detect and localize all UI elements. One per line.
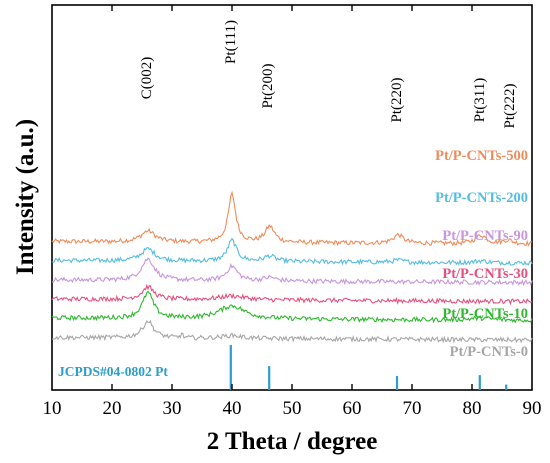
peak-label-1: Pt(111) [223, 20, 239, 64]
series-label-2: Pt/P-CNTs-90 [442, 228, 528, 244]
series-line-2 [51, 257, 533, 287]
peak-label-2: Pt(200) [260, 63, 276, 108]
series-line-4 [51, 290, 533, 324]
series-label-4: Pt/P-CNTs-10 [442, 306, 528, 322]
x-axis-title: 2 Theta / degree [207, 428, 378, 455]
x-tick-label-0: 10 [43, 398, 62, 419]
peak-label-4: Pt(311) [472, 78, 488, 122]
y-axis-title: Intensity (a.u.) [12, 119, 39, 275]
peak-label-5: Pt(222) [502, 83, 518, 128]
annotation-layer: C(002) Pt(111) Pt(200) Pt(220) Pt(311) Pt(222… [139, 20, 518, 128]
x-tick-label-1: 20 [103, 398, 122, 419]
x-tick-label-4: 50 [283, 398, 302, 419]
peak-label-3: Pt(220) [389, 77, 405, 122]
series-label-5: Pt/P-CNTs-0 [450, 344, 528, 360]
series-line-3 [51, 283, 533, 306]
x-tick-label-7: 80 [463, 398, 482, 419]
reference-layer: JCPDS#04-0802 Pt [58, 345, 508, 390]
series-label-0: Pt/P-CNTs-500 [435, 148, 528, 164]
series-label-3: Pt/P-CNTs-30 [442, 266, 528, 282]
peak-label-0: C(002) [139, 57, 155, 100]
series-label-1: Pt/P-CNTs-200 [435, 190, 528, 206]
x-tick-label-8: 90 [523, 398, 542, 419]
x-tick-label-2: 30 [163, 398, 182, 419]
x-tick-label-5: 60 [343, 398, 362, 419]
series-line-0 [51, 190, 533, 247]
series-line-5 [51, 319, 533, 344]
x-tick-label-3: 40 [223, 398, 242, 419]
series-line-1 [51, 237, 533, 266]
x-tick-label-6: 70 [403, 398, 422, 419]
x-axis-ticks: 10 20 30 40 50 60 70 80 90 [43, 5, 542, 419]
series-layer: Pt/P-CNTs-500 Pt/P-CNTs-200 Pt/P-CNTs-90 Pt… [51, 148, 533, 360]
reference-label: JCPDS#04-0802 Pt [58, 364, 168, 379]
